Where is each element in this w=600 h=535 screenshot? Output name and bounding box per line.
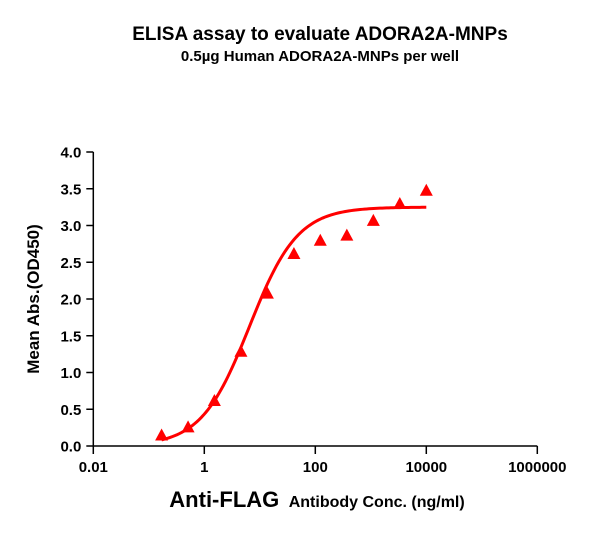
data-point-triangle — [207, 393, 221, 406]
data-point-triangle — [393, 196, 407, 209]
chart-subtitle: 0.5µg Human ADORA2A-MNPs per well — [180, 48, 460, 65]
data-point-triangle — [340, 228, 354, 241]
x-tick-label: 1000000 — [508, 459, 566, 476]
fit-curve — [161, 205, 427, 442]
y-tick-label: 4.0 — [60, 145, 81, 162]
data-point-triangle — [287, 246, 301, 259]
data-points — [155, 183, 433, 441]
x-axis-title-main: Anti-FLAG — [169, 487, 279, 512]
y-tick-label: 1.0 — [60, 365, 81, 382]
x-tick-label: 10000 — [405, 459, 447, 476]
data-point-triangle — [313, 233, 327, 246]
y-axis-title: Mean Abs.(OD450) — [24, 224, 43, 374]
y-tick-label: 0.5 — [60, 402, 81, 419]
data-point-triangle — [234, 344, 248, 357]
y-tick-label: 0.0 — [60, 439, 81, 456]
data-point-triangle — [155, 428, 169, 441]
x-axis-title: Anti-FLAG Antibody Conc. (ng/ml) — [169, 487, 464, 512]
y-tick-label: 3.5 — [60, 181, 81, 198]
x-tick-label: 1 — [200, 459, 208, 476]
x-axis-title-rest: Antibody Conc. (ng/ml) — [289, 494, 465, 511]
data-point-triangle — [419, 183, 433, 196]
data-point-triangle — [181, 420, 195, 433]
y-tick-label: 1.5 — [60, 328, 81, 345]
data-point-triangle — [260, 286, 274, 299]
x-tick-label: 0.01 — [79, 459, 108, 476]
y-tick-label: 2.0 — [60, 292, 81, 309]
axes: 0.01 1 100 10000 1000000 0.0 0.5 1.0 1.5 2.0 2.5 3.… — [60, 145, 566, 477]
x-tick-label: 100 — [303, 459, 328, 476]
chart-title: ELISA assay to evaluate ADORA2A-MNPs — [132, 24, 508, 45]
y-tick-label: 3.0 — [60, 218, 81, 235]
data-point-triangle — [366, 213, 380, 226]
fit-curve-path — [161, 205, 427, 442]
y-tick-label: 2.5 — [60, 255, 81, 272]
